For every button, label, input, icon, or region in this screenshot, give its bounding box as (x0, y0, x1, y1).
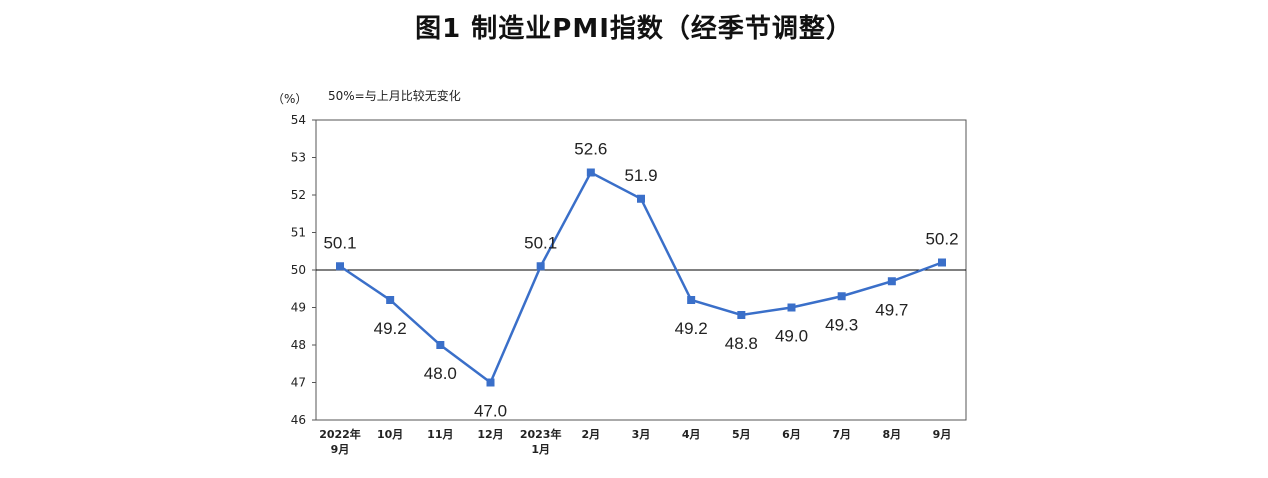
y-tick-label: 54 (291, 113, 306, 127)
unit-label: （%） (272, 92, 307, 106)
data-label: 51.9 (624, 166, 657, 185)
data-point (837, 292, 846, 301)
pmi-series-line (339, 170, 943, 385)
data-point (938, 258, 946, 267)
data-label: 47.0 (474, 402, 507, 421)
x-tick-label: 2022年 9月 (319, 427, 361, 456)
x-tick-label: 3月 (632, 428, 651, 441)
data-label: 50.2 (925, 230, 958, 249)
chart-title: 图1 制造业PMI指数（经季节调整） (415, 14, 853, 44)
x-tick-label: 12月 (477, 428, 503, 441)
y-tick-label: 52 (291, 188, 306, 202)
data-point (336, 262, 344, 271)
y-tick-label: 48 (291, 338, 306, 352)
y-tick-label: 53 (291, 151, 306, 165)
data-label: 48.0 (424, 364, 457, 383)
x-tick-label: 9月 (933, 428, 952, 441)
data-label: 48.8 (725, 334, 758, 353)
data-point (737, 311, 746, 319)
data-point (887, 277, 896, 286)
data-point (436, 341, 445, 349)
data-label: 49.2 (374, 319, 407, 338)
data-point (386, 296, 395, 304)
data-point (637, 194, 645, 203)
x-tick-label: 11月 (427, 428, 453, 441)
data-point (787, 303, 796, 312)
note-label: 50%=与上月比较无变化 (328, 88, 461, 103)
data-label: 49.7 (875, 300, 908, 319)
x-tick-label: 6月 (782, 428, 801, 441)
y-tick-label: 49 (291, 301, 306, 315)
data-point (536, 262, 545, 271)
data-label: 49.0 (775, 327, 808, 346)
y-tick-label: 46 (291, 413, 306, 427)
data-label: 52.6 (574, 140, 607, 159)
y-tick-label: 51 (291, 226, 306, 240)
data-point (486, 378, 495, 387)
data-point (687, 296, 696, 304)
x-tick-label: 7月 (832, 428, 851, 441)
data-label: 49.3 (825, 315, 858, 334)
x-tick-label: 5月 (732, 428, 751, 441)
x-tick-label: 8月 (883, 428, 902, 441)
data-label: 50.1 (524, 233, 557, 252)
x-tick-label: 2023年 1月 (520, 427, 562, 456)
x-tick-label: 2月 (582, 428, 601, 441)
data-point (586, 168, 595, 177)
y-tick-label: 50 (291, 263, 306, 277)
data-label: 49.2 (675, 319, 708, 338)
x-tick-label: 10月 (377, 428, 403, 441)
y-tick-label: 47 (291, 376, 306, 390)
data-label: 50.1 (323, 233, 356, 252)
x-tick-label: 4月 (682, 428, 701, 441)
